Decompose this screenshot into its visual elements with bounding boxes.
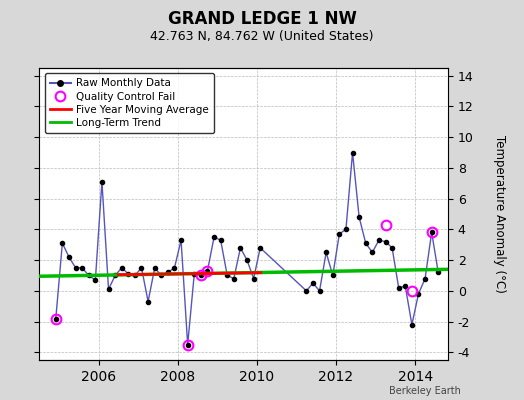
Text: GRAND LEDGE 1 NW: GRAND LEDGE 1 NW: [168, 10, 356, 28]
Text: Berkeley Earth: Berkeley Earth: [389, 386, 461, 396]
Text: 42.763 N, 84.762 W (United States): 42.763 N, 84.762 W (United States): [150, 30, 374, 43]
Y-axis label: Temperature Anomaly (°C): Temperature Anomaly (°C): [493, 135, 506, 293]
Legend: Raw Monthly Data, Quality Control Fail, Five Year Moving Average, Long-Term Tren: Raw Monthly Data, Quality Control Fail, …: [45, 73, 214, 133]
